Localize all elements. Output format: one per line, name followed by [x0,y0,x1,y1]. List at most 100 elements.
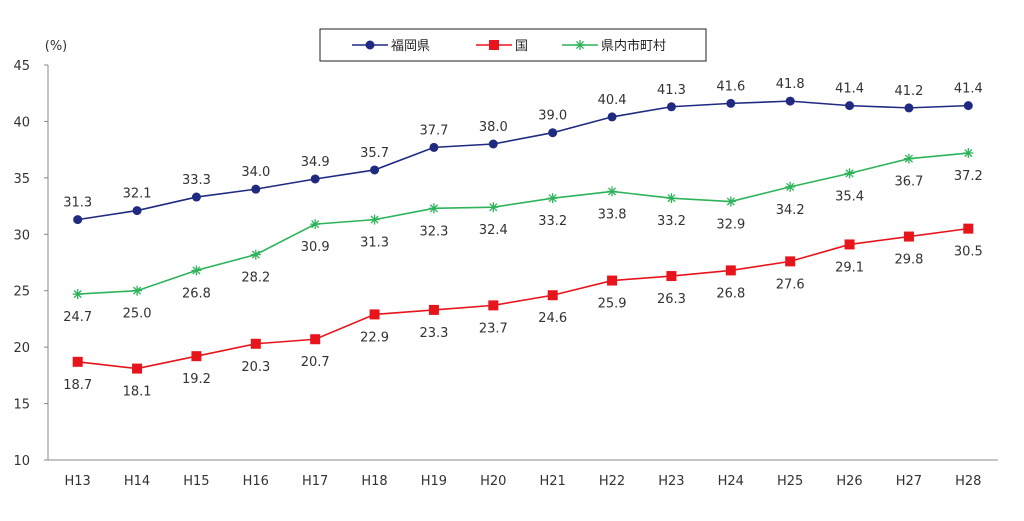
series-line-national [77,227,969,370]
chart-axes [47,65,998,461]
data-label-fukuoka: 41.3 [657,83,686,98]
x-tick-label: H23 [658,474,684,489]
data-point-national [72,356,83,367]
x-tick-label: H21 [540,474,566,489]
data-point-national [844,239,855,250]
data-point-national [369,309,380,320]
data-point-national [250,338,261,349]
x-tick-label: H20 [480,474,506,489]
legend-item-national: 国 [476,39,528,54]
data-point-fukuoka [429,142,439,152]
x-tick-label: H27 [896,474,922,489]
data-point-national [191,351,202,362]
data-label-fukuoka: 37.7 [419,123,448,138]
y-tick-labels: 45 40 35 30 25 20 15 10 [13,59,48,469]
data-point-fukuoka [845,101,855,111]
x-tick-label: H18 [361,474,387,489]
x-tick-label: H19 [421,474,447,489]
data-point-fukuoka [904,103,914,113]
y-tick-label: 35 [13,172,30,187]
legend-marker-fukuoka [365,40,375,50]
series-markers [72,96,974,374]
data-point-fukuoka [726,98,736,108]
data-point-fukuoka [132,206,142,216]
data-label-fukuoka: 35.7 [360,146,389,161]
data-label-fukuoka: 34.9 [301,155,330,170]
legend-item-fukuoka: 福岡県 [352,39,430,54]
x-tick-label: H24 [718,474,744,489]
data-label-municipalities: 32.3 [419,224,448,239]
data-label-municipalities: 30.9 [301,240,330,255]
data-point-municipalities [785,181,796,192]
data-label-national: 24.6 [538,311,567,326]
data-label-national: 23.7 [479,321,508,336]
data-point-national [310,334,321,345]
series-lines [77,100,969,370]
data-label-national: 30.5 [954,245,983,260]
data-point-national [725,265,736,276]
y-tick-label: 45 [13,59,30,74]
data-point-municipalities [607,186,618,197]
y-tick-label: 15 [13,398,30,413]
data-point-fukuoka [548,128,558,138]
x-tick-label: H28 [955,474,981,489]
data-label-national: 25.9 [598,297,627,312]
data-point-fukuoka [785,96,795,106]
data-label-municipalities: 28.2 [241,271,270,286]
data-point-fukuoka [963,101,973,111]
x-tick-label: H15 [183,474,209,489]
legend-label-municipalities: 県内市町村 [601,38,666,54]
data-label-fukuoka: 41.6 [716,79,745,94]
data-point-national [903,231,914,242]
x-tick-label: H25 [777,474,803,489]
data-point-municipalities [903,153,914,164]
data-point-national [666,271,677,282]
data-label-municipalities: 37.2 [954,169,983,184]
data-point-national [785,256,796,267]
data-label-fukuoka: 33.3 [182,173,211,188]
data-point-municipalities [488,202,499,213]
data-point-national [547,290,558,301]
data-point-municipalities [132,285,143,296]
data-label-national: 27.6 [776,277,805,292]
data-label-municipalities: 26.8 [182,286,211,301]
data-point-fukuoka [251,184,261,194]
data-label-fukuoka: 31.3 [63,196,92,211]
data-point-fukuoka [310,174,320,184]
x-tick-label: H17 [302,474,328,489]
data-label-fukuoka: 34.0 [241,165,270,180]
x-tick-label: H16 [243,474,269,489]
data-point-fukuoka [488,139,498,149]
x-tick-labels: H13 H14 H15 H16 H17 H18 H19 H20 H21 H22 H23 H24 H25 H… [65,474,982,489]
data-label-national: 18.7 [63,378,92,393]
data-point-municipalities [72,289,83,300]
data-label-fukuoka: 41.2 [894,84,923,99]
x-tick-label: H14 [124,474,150,489]
data-label-municipalities: 33.2 [538,214,567,229]
data-label-municipalities: 32.9 [716,218,745,233]
legend-asterisk-mark [575,40,585,50]
data-label-municipalities: 34.2 [776,203,805,218]
data-point-national [132,363,143,374]
data-point-national [963,223,974,234]
data-label-municipalities: 32.4 [479,223,508,238]
data-label-national: 29.1 [835,260,864,275]
data-label-fukuoka: 32.1 [123,187,152,202]
data-point-fukuoka [370,165,380,175]
y-tick-label: 30 [13,228,30,243]
data-label-national: 22.9 [360,330,389,345]
x-tick-label: H13 [65,474,91,489]
data-label-national: 26.3 [657,292,686,307]
data-point-national [607,275,618,286]
data-label-national: 26.8 [716,286,745,301]
data-label-national: 29.8 [894,253,923,268]
data-point-municipalities [963,148,974,159]
data-point-municipalities [547,193,558,204]
data-point-municipalities [191,265,202,276]
data-label-national: 19.2 [182,372,211,387]
data-label-fukuoka: 40.4 [598,93,627,108]
data-point-municipalities [369,214,380,225]
x-tick-label: H26 [836,474,862,489]
data-point-municipalities [666,193,677,204]
